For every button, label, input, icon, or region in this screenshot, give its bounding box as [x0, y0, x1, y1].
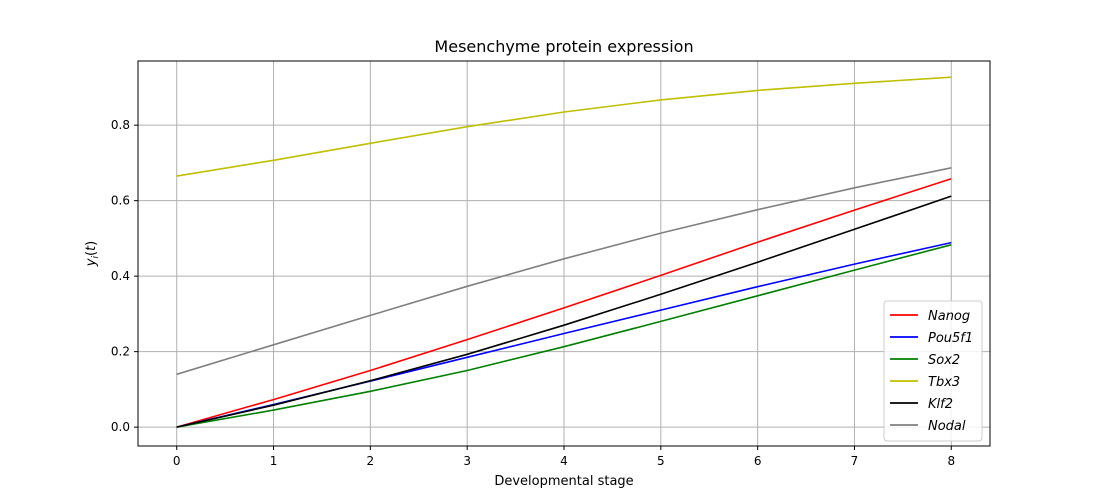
- legend-label: Pou5f1: [928, 331, 973, 346]
- y-tick-label: 0.0: [111, 420, 130, 434]
- y-axis-label: yi(t): [84, 241, 101, 267]
- series-line-klf2: [176, 195, 952, 428]
- x-tick-label: 6: [754, 454, 762, 468]
- legend-label: Tbx3: [928, 375, 960, 390]
- x-tick-label: 0: [173, 454, 181, 468]
- x-tick-label: 3: [463, 454, 471, 468]
- series-line-nodal: [176, 167, 952, 376]
- series-line-sox2: [176, 244, 952, 428]
- legend-box: [883, 300, 983, 442]
- grid: [138, 61, 990, 446]
- legend-label: Nodal: [928, 419, 966, 434]
- x-axis-label: Developmental stage: [494, 474, 633, 489]
- series-line-tbx3: [176, 76, 952, 177]
- legend: Nanog Pou5f1 Sox2 Tbx3 Klf2 Nodal: [883, 300, 983, 442]
- ticks: 0 1 2 3 4 5 6 7 8 0.0 0.2 0.4 0.6 0.8: [111, 118, 955, 468]
- x-tick-label: 2: [367, 454, 375, 468]
- x-tick-label: 7: [851, 454, 859, 468]
- x-tick-label: 4: [560, 454, 568, 468]
- y-tick-label: 0.4: [111, 269, 130, 283]
- x-tick-label: 5: [657, 454, 665, 468]
- series-line-nanog: [176, 178, 952, 428]
- x-tick-label: 1: [270, 454, 278, 468]
- legend-label: Klf2: [928, 397, 953, 412]
- series-lines: [176, 76, 952, 428]
- y-tick-label: 0.2: [111, 345, 130, 359]
- legend-label: Nanog: [928, 309, 970, 324]
- chart-title: Mesenchyme protein expression: [434, 37, 693, 56]
- y-tick-label: 0.8: [111, 118, 130, 132]
- legend-label: Sox2: [928, 353, 960, 368]
- x-tick-label: 8: [947, 454, 955, 468]
- y-tick-label: 0.6: [111, 194, 130, 208]
